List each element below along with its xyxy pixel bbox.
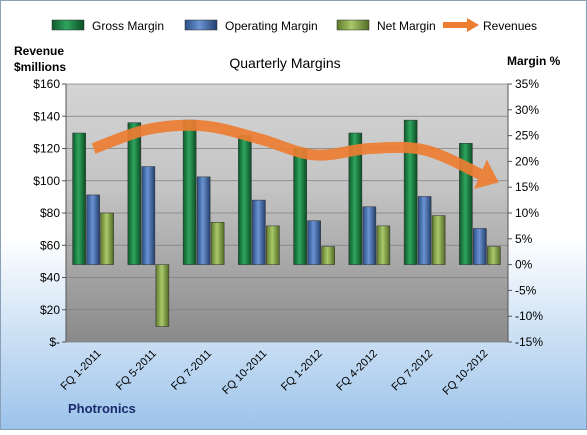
right-tick-label: -5%: [515, 283, 537, 297]
left-tick-label: $120: [33, 142, 60, 156]
operating-margin-bar: [307, 220, 321, 265]
right-tick-label: 15%: [515, 180, 539, 194]
legend-label: Gross Margin: [92, 19, 164, 33]
gross-margin-bar: [72, 132, 86, 265]
left-tick-label: $60: [40, 238, 60, 252]
left-tick-label: $80: [40, 206, 60, 220]
gross-margin-bar: [348, 132, 363, 265]
right-tick-label: 25%: [515, 129, 539, 143]
net-margin-bar: [487, 246, 501, 265]
operating-margin-bar: [473, 228, 487, 265]
net-margin-bar: [155, 264, 170, 327]
legend: Gross Margin Operating Margin Net Margin Re…: [51, 18, 537, 33]
gross-margin-bar: [403, 119, 418, 265]
operating-margin-bar: [86, 194, 100, 265]
net-margin-bar: [431, 215, 446, 265]
gross-margin-bar: [127, 122, 142, 265]
net-margin-bar: [210, 222, 225, 265]
operating-margin-bar: [141, 166, 156, 265]
legend-label: Operating Margin: [225, 19, 318, 33]
left-tick-label: $20: [40, 303, 60, 317]
operating-margin-bar: [196, 176, 211, 265]
left-tick-label: $100: [33, 174, 60, 188]
right-tick-label: 0%: [515, 258, 533, 272]
right-axis-ticks: -15% -10% -5% 0% 5% 10% 15% 20% 25% 30% 35%: [507, 77, 543, 349]
revenues-line: [91, 119, 499, 189]
gross-margin-bar: [182, 119, 197, 265]
right-tick-label: 35%: [515, 77, 539, 91]
operating-margin-bar: [252, 199, 266, 265]
net-margin-bar: [266, 225, 280, 265]
right-tick-label: 20%: [515, 154, 539, 168]
source-label: Photronics: [68, 401, 136, 416]
gross-margin-legend-swatch: [51, 19, 85, 31]
left-axis-ticks: $- $20 $40 $60 $80 $100 $120 $140 $160: [33, 77, 67, 349]
net-margin-bar: [321, 246, 335, 265]
left-axis-title-line1: Revenue: [14, 44, 64, 58]
net-margin-legend-swatch: [336, 19, 370, 31]
right-tick-label: -15%: [515, 335, 543, 349]
net-margin-bar: [376, 225, 391, 265]
left-tick-label: $160: [33, 77, 60, 91]
chart-title: Quarterly Margins: [229, 55, 340, 71]
right-tick-label: 5%: [515, 232, 533, 246]
right-tick-label: 30%: [515, 103, 539, 117]
revenues-line-arrowhead: [473, 159, 499, 189]
right-tick-label: -10%: [515, 309, 543, 323]
bars: [72, 119, 501, 327]
revenues-legend-arrow: [467, 18, 479, 32]
left-tick-label: $40: [40, 271, 60, 285]
right-axis-title: Margin %: [507, 54, 561, 68]
operating-margin-bar: [417, 196, 432, 265]
gross-margin-bar: [238, 135, 252, 265]
gross-margin-bar: [293, 148, 307, 265]
operating-margin-bar: [362, 206, 377, 265]
left-axis-title-line2: $millions: [14, 60, 66, 74]
net-margin-bar: [100, 212, 114, 265]
operating-margin-legend-swatch: [184, 19, 218, 31]
revenues-line-path: [91, 119, 483, 180]
left-tick-label: $-: [49, 335, 60, 349]
left-tick-label: $140: [33, 109, 60, 123]
legend-label: Net Margin: [377, 19, 436, 33]
right-tick-label: 10%: [515, 206, 539, 220]
legend-label: Revenues: [483, 19, 537, 33]
